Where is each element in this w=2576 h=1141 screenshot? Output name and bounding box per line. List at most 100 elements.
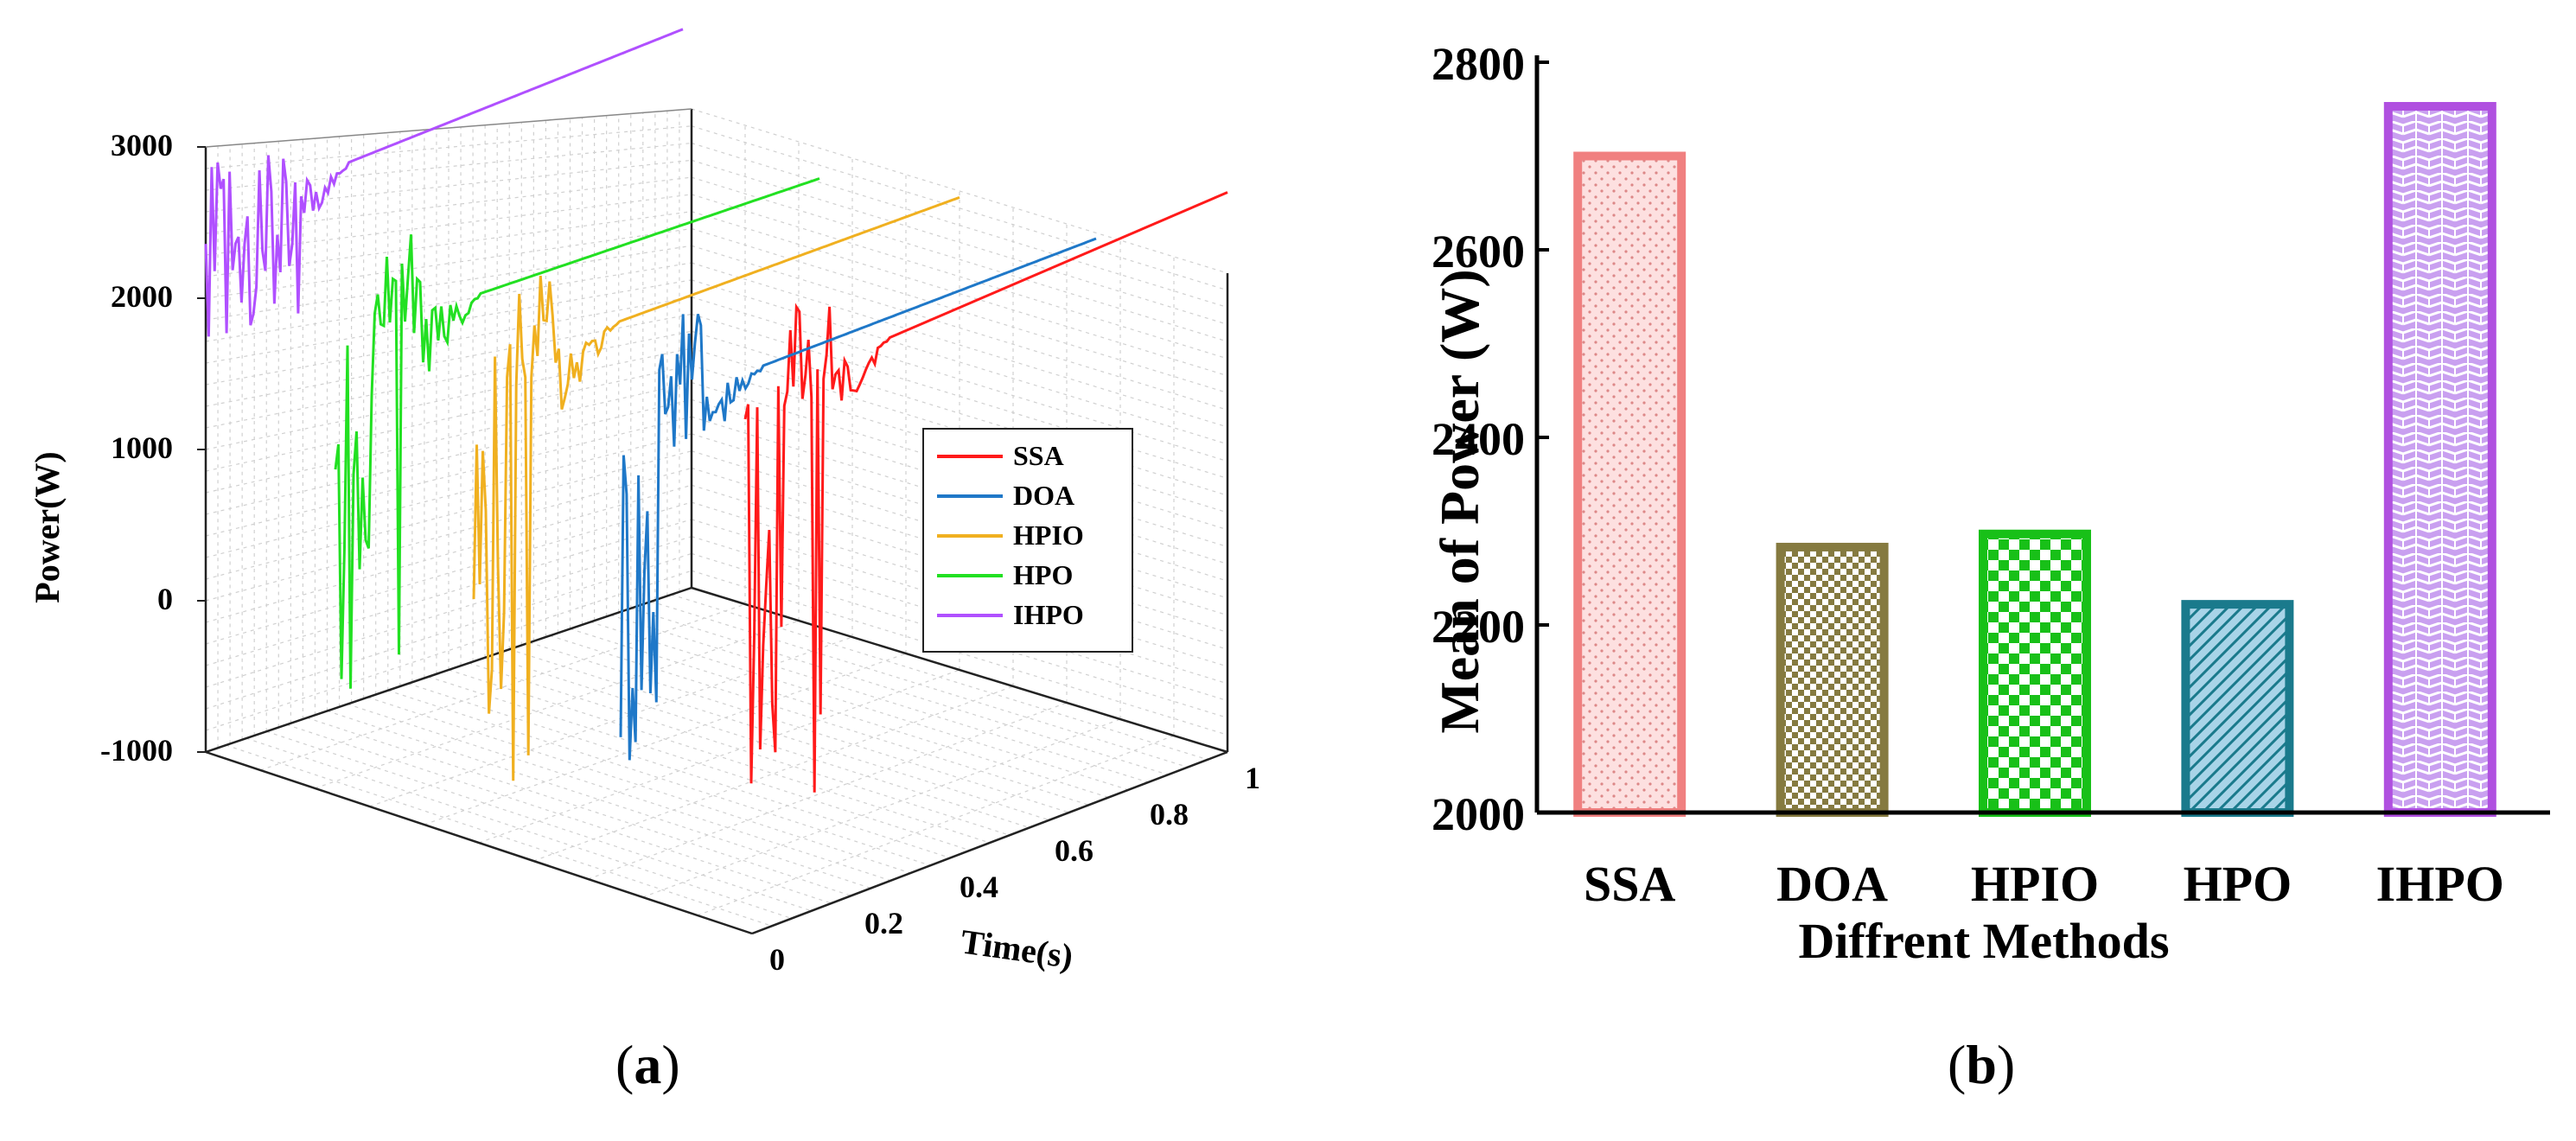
z-tick-label: 0 [157, 582, 173, 616]
y-tick-label: 2400 [1431, 413, 1525, 465]
grid-line [590, 621, 1129, 791]
grid-line [630, 608, 1169, 775]
grid-line [428, 676, 971, 851]
x-tick-label-doa: DOA [1776, 856, 1888, 912]
grid-line [205, 381, 692, 494]
grid-line [671, 594, 1208, 761]
grid-line [697, 735, 1175, 916]
caption-a: (a) [615, 1034, 680, 1095]
grid-line [205, 450, 692, 580]
axis-line [205, 108, 692, 148]
chart-b-bars [1573, 101, 2496, 818]
grid-line [205, 125, 692, 169]
series-line-hpo [334, 177, 820, 689]
grid-line [315, 620, 800, 789]
grid-line [691, 245, 1228, 411]
chart-b-x-axis-label: Diffrent Methods [1798, 913, 2169, 969]
grid-line [226, 744, 773, 927]
grid-line [691, 279, 1228, 445]
axis-line [751, 750, 1228, 935]
bar-ihpo [2383, 101, 2496, 818]
chart-a-3d-power-curves: -1000 0 1000 2000 3000 0 0.2 0.4 0.6 0.8 1 Power(W… [28, 28, 1260, 977]
grid-line [205, 176, 692, 234]
x-tick-label: 0.6 [1055, 833, 1094, 868]
axis-line [205, 586, 692, 754]
grid-line [347, 704, 891, 882]
caption-b: (b) [1948, 1034, 2016, 1095]
chart-b-mean-power-bars: SSA DOA HPIO HPO IHPO 2000 2200 2400 2600 2800 Me… [1429, 38, 2550, 969]
legend-label-doa: DOA [1013, 480, 1074, 511]
chart-b-y-axis-label: Mean of Power (W) [1429, 269, 1490, 733]
grid-line [691, 159, 1228, 325]
chart-a-grid [205, 108, 1228, 934]
grid-line [205, 501, 692, 645]
chart-b-axes [1534, 55, 2550, 815]
grid-line [205, 467, 692, 602]
chart-a-legend: SSA DOA HPIO HPO IHPO [922, 428, 1133, 653]
x-tick-label-hpio: HPIO [1971, 856, 2099, 912]
grid-line [691, 176, 1228, 342]
x-tick-label: 0.2 [864, 906, 903, 940]
grid-line [469, 662, 1011, 836]
caption-b-letter: b [1966, 1034, 1997, 1095]
chart-a-series-lines [204, 28, 1228, 793]
grid-line [266, 730, 812, 912]
grid-line [205, 159, 692, 213]
grid-line [367, 697, 911, 874]
grid-line [205, 365, 692, 472]
legend-label-ihpo: IHPO [1013, 599, 1084, 630]
x-tick-label: 0.8 [1150, 797, 1189, 832]
axis-line [205, 750, 753, 935]
grid-line [205, 398, 692, 515]
x-tick-label: 1 [1245, 761, 1260, 795]
grid-line [205, 347, 692, 450]
grid-line [205, 142, 692, 191]
bar-ssa [1573, 151, 1687, 817]
z-tick-label: 3000 [111, 128, 173, 163]
legend-label-hpo: HPO [1013, 559, 1073, 590]
grid-line [691, 194, 1228, 360]
grid-line [549, 634, 1089, 806]
bar-hpo [2181, 600, 2294, 817]
grid-line [387, 690, 931, 866]
grid-line [245, 737, 793, 920]
grid-line [691, 108, 1228, 274]
grid-line [205, 519, 692, 666]
y-tick-label: 2800 [1431, 38, 1525, 90]
y-tick-label: 2200 [1431, 601, 1525, 653]
grid-line [327, 710, 871, 889]
series-line-ihpo [204, 28, 684, 337]
grid-line [306, 717, 851, 896]
caption-a-letter: a [634, 1034, 662, 1095]
grid-line [610, 615, 1149, 783]
grid-line [448, 669, 991, 844]
x-tick-label-ssa: SSA [1584, 856, 1676, 912]
grid-line [407, 683, 951, 859]
z-tick-label: 1000 [111, 430, 173, 465]
series-line-doa [619, 237, 1097, 761]
grid-line [205, 433, 692, 558]
y-tick-label: 2600 [1431, 226, 1525, 277]
bar-hpio [1979, 529, 2091, 817]
legend-label-ssa: SSA [1013, 440, 1064, 471]
grid-line [478, 669, 960, 844]
grid-line [205, 484, 692, 623]
series-line-hpio [472, 195, 960, 781]
grid-line [529, 641, 1069, 813]
chart-a-frame [197, 108, 1229, 935]
x-tick-label-hpo: HPO [2184, 856, 2292, 912]
grid-line [205, 416, 692, 537]
z-tick-label: 2000 [111, 279, 173, 314]
grid-line [286, 723, 832, 904]
legend-label-hpio: HPIO [1013, 520, 1084, 551]
z-tick-label: -1000 [100, 733, 173, 768]
grid-line [205, 330, 692, 429]
x-tick-label: 0 [769, 942, 785, 977]
y-tick-label: 2000 [1431, 788, 1525, 840]
chart-b-tick-labels: SSA DOA HPIO HPO IHPO 2000 2200 2400 2600 2800 [1431, 38, 2504, 912]
chart-a-x-axis-label: Time(s) [959, 921, 1075, 976]
series-line-ssa [743, 191, 1228, 793]
bar-doa [1776, 542, 1889, 817]
grid-line [205, 194, 692, 256]
